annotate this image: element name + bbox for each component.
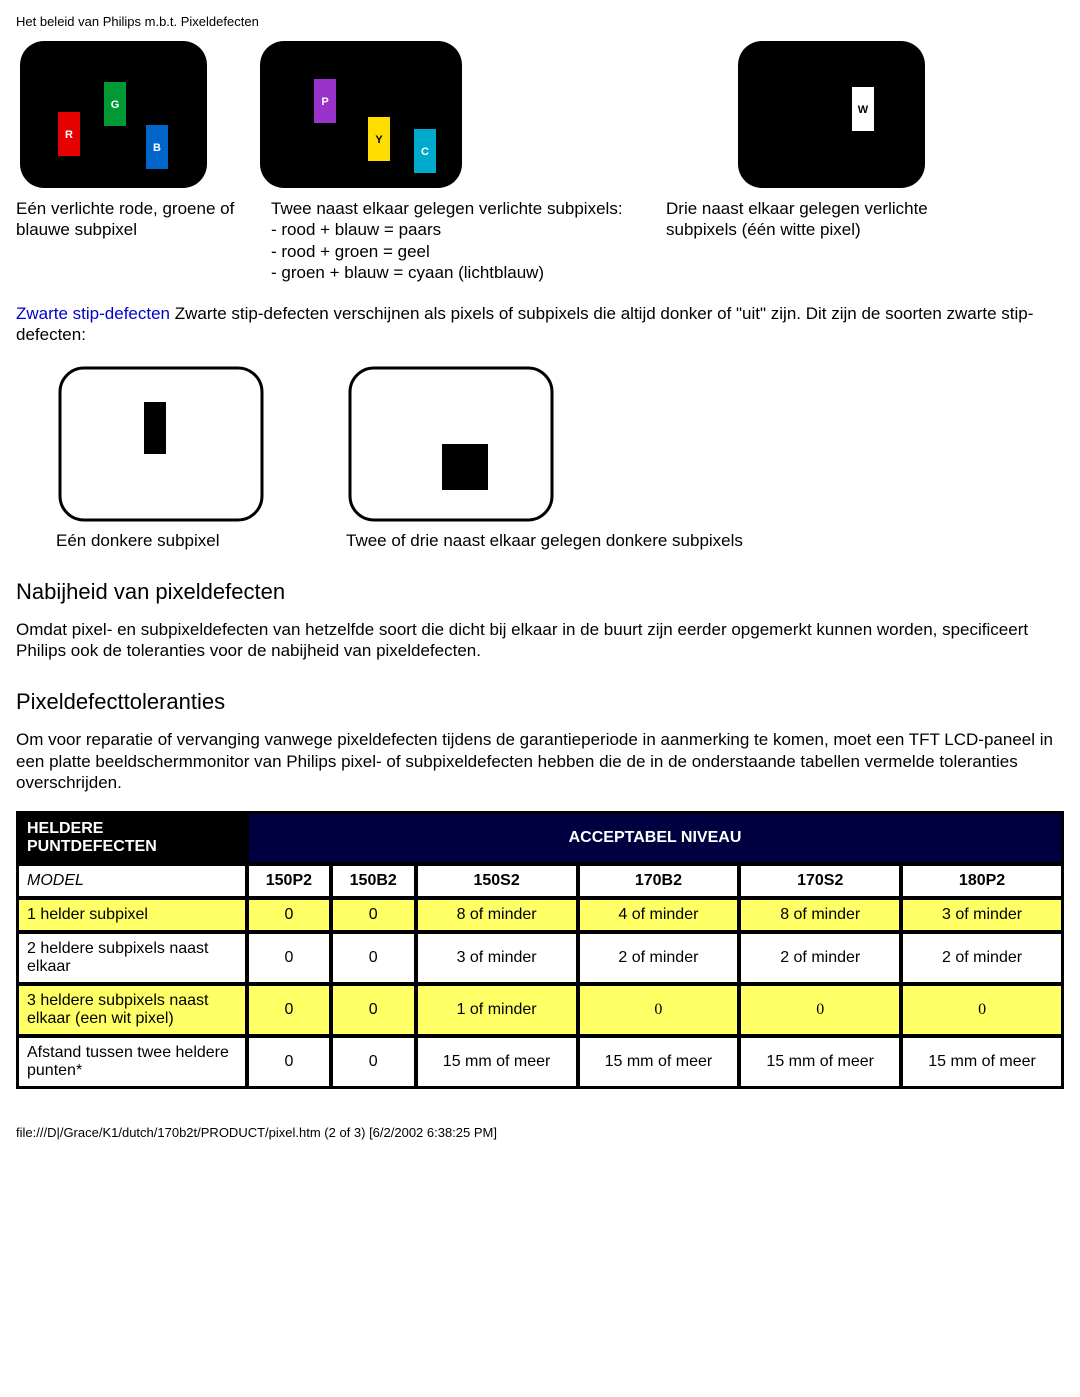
svg-text:P: P (321, 96, 328, 108)
svg-text:Y: Y (375, 134, 383, 146)
table-cell: 1 of minder (417, 985, 577, 1035)
table-header-row: HELDERE PUNTDEFECTEN ACCEPTABEL NIVEAU (18, 813, 1062, 863)
table-cell: 0 (740, 985, 900, 1035)
svg-text:W: W (858, 104, 869, 116)
diagram-rgb: R G B (16, 37, 226, 192)
table-cell: 0 (248, 1037, 330, 1087)
diagram-dark-2: Twee of drie naast elkaar gelegen donker… (346, 364, 743, 551)
table-cell: 0 (332, 899, 415, 931)
svg-text:B: B (153, 142, 161, 154)
table-cell: 0 (248, 933, 330, 983)
caption-rgb: Eén verlichte rode, groene of blauwe sub… (16, 198, 241, 241)
table-cell: 0 (332, 933, 415, 983)
table-cell: 2 of minder (902, 933, 1062, 983)
caption-pyc-line4: - groen + blauw = cyaan (lichtblauw) (271, 263, 544, 282)
caption-white: Drie naast elkaar gelegen verlichte subp… (666, 198, 996, 241)
table-model-0: 150P2 (248, 865, 330, 897)
table-cell: 3 of minder (417, 933, 577, 983)
table-cell: 15 mm of meer (902, 1037, 1062, 1087)
table-row-label: 1 helder subpixel (18, 899, 246, 931)
table-cell: 15 mm of meer (579, 1037, 739, 1087)
page-footer: file:///D|/Grace/K1/dutch/170b2t/PRODUCT… (16, 1125, 1064, 1140)
table-cell: 8 of minder (740, 899, 900, 931)
table-model-4: 170S2 (740, 865, 900, 897)
table-model-3: 170B2 (579, 865, 739, 897)
table-cell: 2 of minder (740, 933, 900, 983)
table-model-1: 150B2 (332, 865, 415, 897)
table-cell: 4 of minder (579, 899, 739, 931)
bright-captions-row: Eén verlichte rode, groene of blauwe sub… (16, 198, 1064, 283)
table-cell: 0 (579, 985, 739, 1035)
diagram-dark-1: Eén donkere subpixel (56, 364, 266, 551)
caption-pyc-line1: Twee naast elkaar gelegen verlichte subp… (271, 199, 623, 218)
svg-text:R: R (65, 129, 73, 141)
caption-pyc: Twee naast elkaar gelegen verlichte subp… (271, 198, 636, 283)
table-row-label: 3 heldere subpixels naast elkaar (een wi… (18, 985, 246, 1035)
table-row: Afstand tussen twee heldere punten*0015 … (18, 1037, 1062, 1087)
table-cell: 15 mm of meer (417, 1037, 577, 1087)
table-cell: 15 mm of meer (740, 1037, 900, 1087)
table-row: 1 helder subpixel008 of minder4 of minde… (18, 899, 1062, 931)
text-proximity: Omdat pixel- en subpixeldefecten van het… (16, 619, 1064, 662)
table-row: 2 heldere subpixels naast elkaar003 of m… (18, 933, 1062, 983)
caption-pyc-line2: - rood + blauw = paars (271, 220, 441, 239)
diagram-rgb-svg: R G B (16, 37, 211, 192)
bright-diagrams-row: R G B P Y C W (16, 37, 1064, 192)
page-header: Het beleid van Philips m.b.t. Pixeldefec… (16, 14, 1064, 29)
table-row: 3 heldere subpixels naast elkaar (een wi… (18, 985, 1062, 1035)
table-cell: 3 of minder (902, 899, 1062, 931)
caption-pyc-line3: - rood + groen = geel (271, 242, 430, 261)
table-model-label: MODEL (18, 865, 246, 897)
text-tolerances: Om voor reparatie of vervanging vanwege … (16, 729, 1064, 793)
diagram-white: W (734, 37, 1064, 192)
table-cell: 0 (332, 985, 415, 1035)
table-model-2: 150S2 (417, 865, 577, 897)
diagram-white-svg: W (734, 37, 929, 192)
dark-diagrams-row: Eén donkere subpixel Twee of drie naast … (56, 364, 1064, 551)
svg-text:C: C (421, 146, 429, 158)
caption-dark-2: Twee of drie naast elkaar gelegen donker… (346, 530, 743, 551)
table-cell: 0 (248, 899, 330, 931)
heading-proximity: Nabijheid van pixeldefecten (16, 579, 1064, 605)
black-dot-paragraph: Zwarte stip-defecten Zwarte stip-defecte… (16, 303, 1064, 346)
black-dot-term: Zwarte stip-defecten (16, 304, 170, 323)
table-model-5: 180P2 (902, 865, 1062, 897)
table-cell: 8 of minder (417, 899, 577, 931)
table-model-row: MODEL 150P2 150B2 150S2 170B2 170S2 180P… (18, 865, 1062, 897)
table-cell: 2 of minder (579, 933, 739, 983)
heading-tolerances: Pixeldefecttoleranties (16, 689, 1064, 715)
table-cell: 0 (902, 985, 1062, 1035)
diagram-dark-2-svg (346, 364, 556, 524)
diagram-dark-1-svg (56, 364, 266, 524)
table-row-label: 2 heldere subpixels naast elkaar (18, 933, 246, 983)
caption-dark-1: Eén donkere subpixel (56, 530, 266, 551)
table-cell: 0 (332, 1037, 415, 1087)
diagram-pyc: P Y C (256, 37, 626, 192)
diagram-pyc-svg: P Y C (256, 37, 466, 192)
table-header-span: ACCEPTABEL NIVEAU (248, 813, 1062, 863)
table-cell: 0 (248, 985, 330, 1035)
tolerance-table: HELDERE PUNTDEFECTEN ACCEPTABEL NIVEAU M… (16, 811, 1064, 1089)
svg-text:G: G (111, 99, 120, 111)
table-row-label: Afstand tussen twee heldere punten* (18, 1037, 246, 1087)
table-header-left: HELDERE PUNTDEFECTEN (18, 813, 246, 863)
